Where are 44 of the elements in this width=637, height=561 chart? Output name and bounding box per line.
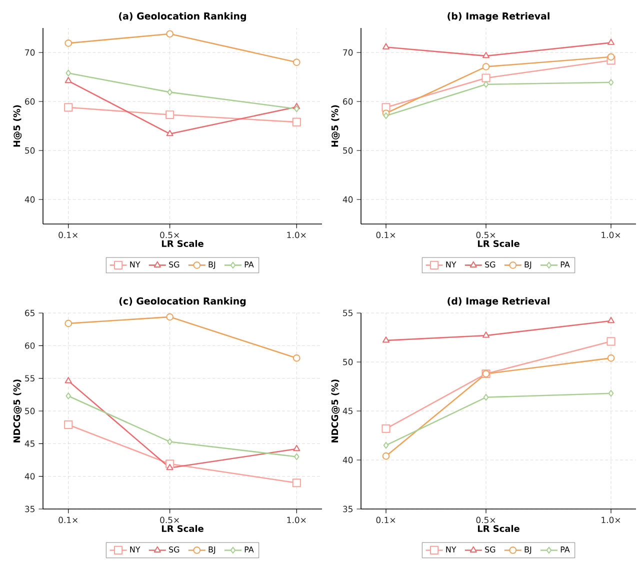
y-axis-title: NDCG@5 (%) <box>13 380 22 442</box>
x-axis-title: LR Scale <box>162 525 204 532</box>
y-tick-label: 40 <box>342 196 353 203</box>
x-axis-title: LR Scale <box>478 525 520 532</box>
y-tick-label: 50 <box>25 408 35 414</box>
y-tick-label: 40 <box>24 196 35 203</box>
x-tick-label: 0.1× <box>58 516 78 524</box>
y-tick-label: 60 <box>25 342 35 349</box>
x-tick-label: 0.5× <box>160 232 179 238</box>
y-tick-label: 55 <box>25 375 34 382</box>
y-tick-label: 70 <box>343 49 353 56</box>
y-axis-title: NDCG@5 (%) <box>331 380 340 442</box>
x-tick-label: 1.0× <box>287 232 306 238</box>
y-tick-label: 35 <box>343 506 352 512</box>
x-tick-label: 0.5× <box>476 232 496 238</box>
x-tick-label: 0.1× <box>376 516 396 524</box>
x-tick-label: 0.5× <box>476 516 496 524</box>
x-axis-title: LR Scale <box>478 240 520 247</box>
y-tick-label: 40 <box>342 456 353 464</box>
y-tick-label: 45 <box>24 440 34 447</box>
chart-title: (b) Image Retrieval <box>448 12 550 22</box>
chart-title: (c) Geolocation Ranking <box>119 297 246 306</box>
y-axis-title: H@5 (%) <box>331 105 340 147</box>
y-tick-label: 55 <box>343 310 352 316</box>
y-tick-label: 50 <box>343 358 353 366</box>
x-tick-label: 1.0× <box>602 516 620 524</box>
y-tick-label: 50 <box>343 147 353 154</box>
chart-title: (a) Geolocation Ranking <box>119 12 246 22</box>
y-tick-label: 50 <box>25 147 35 154</box>
y-tick-label: 45 <box>342 408 352 414</box>
y-tick-label: 60 <box>25 98 35 105</box>
x-tick-label: 1.0× <box>287 516 306 524</box>
x-tick-label: 0.5× <box>160 516 179 524</box>
y-tick-label: 70 <box>25 49 35 56</box>
y-tick-label: 35 <box>25 506 34 512</box>
y-tick-label: 60 <box>343 98 353 105</box>
x-tick-label: 0.1× <box>58 232 78 238</box>
y-tick-label: 40 <box>24 473 35 480</box>
y-axis-title: H@5 (%) <box>13 105 22 147</box>
y-tick-label: 65 <box>25 310 34 316</box>
chart-title: (d) Image Retrieval <box>448 297 550 306</box>
x-axis-title: LR Scale <box>162 240 204 247</box>
x-tick-label: 0.1× <box>376 232 396 238</box>
x-tick-label: 1.0× <box>602 232 620 238</box>
